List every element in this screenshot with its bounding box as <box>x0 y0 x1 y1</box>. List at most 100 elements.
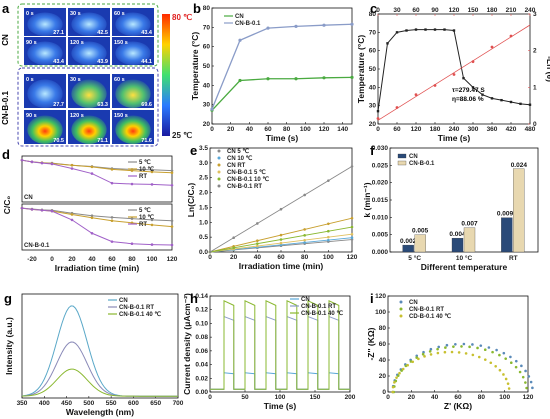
bar-value-label: 0.005 <box>412 228 429 235</box>
thermal-temp-label: 27.1 <box>53 30 64 36</box>
y-tick-label: 50 <box>203 63 211 70</box>
data-point <box>490 97 494 100</box>
y-tick-label: 30 <box>203 102 211 109</box>
data-point <box>150 170 154 174</box>
legend-label: CN-B-0.1 40 ℃ <box>301 310 343 317</box>
thermal-temp-label: 43.4 <box>53 59 65 65</box>
thermal-time-label: 120 s <box>70 113 84 119</box>
data-point <box>518 370 522 374</box>
x-axis-label: Irradiation time (min) <box>239 261 324 271</box>
data-point <box>452 29 456 32</box>
legend-label: CN-B-0.1 RT <box>227 184 262 190</box>
x-tick-label: 0 <box>210 126 214 133</box>
data-point <box>90 165 94 169</box>
data-point <box>50 209 54 213</box>
x2-tick-label: 150 <box>468 7 479 14</box>
data-point <box>462 342 466 346</box>
data-point <box>350 216 354 220</box>
thermal-time-label: 150 s <box>114 40 128 46</box>
x-tick-label: 120 <box>167 256 178 263</box>
x2-tick-label: 240 <box>525 7 536 14</box>
data-point <box>391 385 395 389</box>
x-tick-label: 0 <box>376 126 380 133</box>
y-tick-label: 0.10 <box>195 320 208 327</box>
data-point <box>386 42 389 45</box>
data-point <box>433 84 437 87</box>
y-tick-label: 0.14 <box>195 293 208 300</box>
data-point <box>477 355 481 359</box>
legend-marker <box>399 307 403 311</box>
y-tick-label: 3.0 <box>199 160 208 167</box>
y2-tick-label: 1 <box>533 84 537 91</box>
x-tick-label: 60 <box>277 254 285 261</box>
data-point <box>170 171 174 175</box>
data-point <box>322 23 326 27</box>
y-tick-label: 0.02 <box>195 375 208 382</box>
bar <box>402 244 414 253</box>
x-tick-label: 20 <box>227 126 235 133</box>
y-axis-label: k (min⁻¹) <box>362 182 372 217</box>
data-point <box>391 390 394 394</box>
y-tick-label: 0.000 <box>372 249 389 256</box>
data-point <box>489 361 493 365</box>
data-point <box>531 386 534 390</box>
x-tick-label: 40 <box>431 394 439 401</box>
data-point <box>500 98 503 102</box>
data-point <box>454 342 457 346</box>
y-axis-label: Temperature (°C) <box>190 32 200 101</box>
panel-h: h 0 50 100 150 200 0.00 0.02 0.04 0.06 0.08 0.10 0.1… <box>182 291 356 411</box>
y-tick-label: 80 <box>203 5 211 12</box>
thermal-hotspot <box>27 115 63 144</box>
data-point <box>130 182 134 186</box>
data-point <box>406 363 409 367</box>
x-tick-label: 60 <box>393 126 401 133</box>
thermal-image-grid: 0 s 27.1 30 s 42.5 60 s 43.4 90 s 43.4 120 s 43.9… <box>24 8 154 144</box>
annotation-tau: τ=279.47 S <box>452 87 485 94</box>
thermal-temp-label: 70.5 <box>53 138 64 144</box>
data-point <box>170 243 174 247</box>
x-tick-label: 40 <box>246 126 254 133</box>
data-point <box>238 38 242 42</box>
thermal-time-label: 120 s <box>70 40 84 46</box>
data-point <box>443 350 447 354</box>
y-tick-label: 20 <box>379 373 387 380</box>
data-point <box>457 351 461 354</box>
y2-tick-label: 0 <box>533 121 537 128</box>
thermal-hotspot <box>115 12 151 36</box>
data-point <box>520 364 523 368</box>
y-tick-label: 0.12 <box>195 307 208 314</box>
legend-label: CN-B-0.1 RT <box>119 305 154 311</box>
y-axis-label: -Z'' (KΩ) <box>366 327 376 360</box>
data-point <box>208 250 212 254</box>
y-tick-label: 1.5 <box>199 204 208 211</box>
legend-marker <box>399 300 403 304</box>
data-point <box>398 371 401 375</box>
data-point <box>450 350 454 354</box>
data-point <box>376 109 380 113</box>
panel-i: i 0 20 40 60 80 100 120 0 20 40 60 80 100 120 Z' (KΩ) -Z… <box>366 291 534 411</box>
legend-label: CN <box>301 297 310 303</box>
x-tick-label: 100 <box>323 254 334 261</box>
data-point <box>70 163 74 167</box>
x-tick-label: 650 <box>150 400 161 407</box>
data-point <box>498 368 502 372</box>
thermal-temp-label: 63.3 <box>97 102 108 108</box>
y-tick-label: 0.0 <box>199 249 208 256</box>
data-point <box>429 347 433 351</box>
legend-marker <box>217 156 221 160</box>
colorbar-max-label: 80 ℃ <box>172 13 192 22</box>
panel-label: c <box>370 1 377 16</box>
data-point <box>471 353 475 357</box>
y-tick-label: 40 <box>379 357 387 364</box>
data-point <box>170 183 174 187</box>
thermal-temp-label: 27.7 <box>53 102 64 108</box>
x-tick-label: 60 <box>108 256 116 263</box>
data-point <box>494 364 497 368</box>
legend-marker <box>217 170 221 174</box>
y2-tick-label: 3 <box>533 11 537 18</box>
x-tick-label: 50 <box>241 394 249 401</box>
cnb-group-frame <box>17 67 159 147</box>
data-point <box>350 165 354 168</box>
bar-value-label: 0.004 <box>449 231 466 238</box>
y-axis-label: Ln(C/C₀) <box>186 183 196 218</box>
